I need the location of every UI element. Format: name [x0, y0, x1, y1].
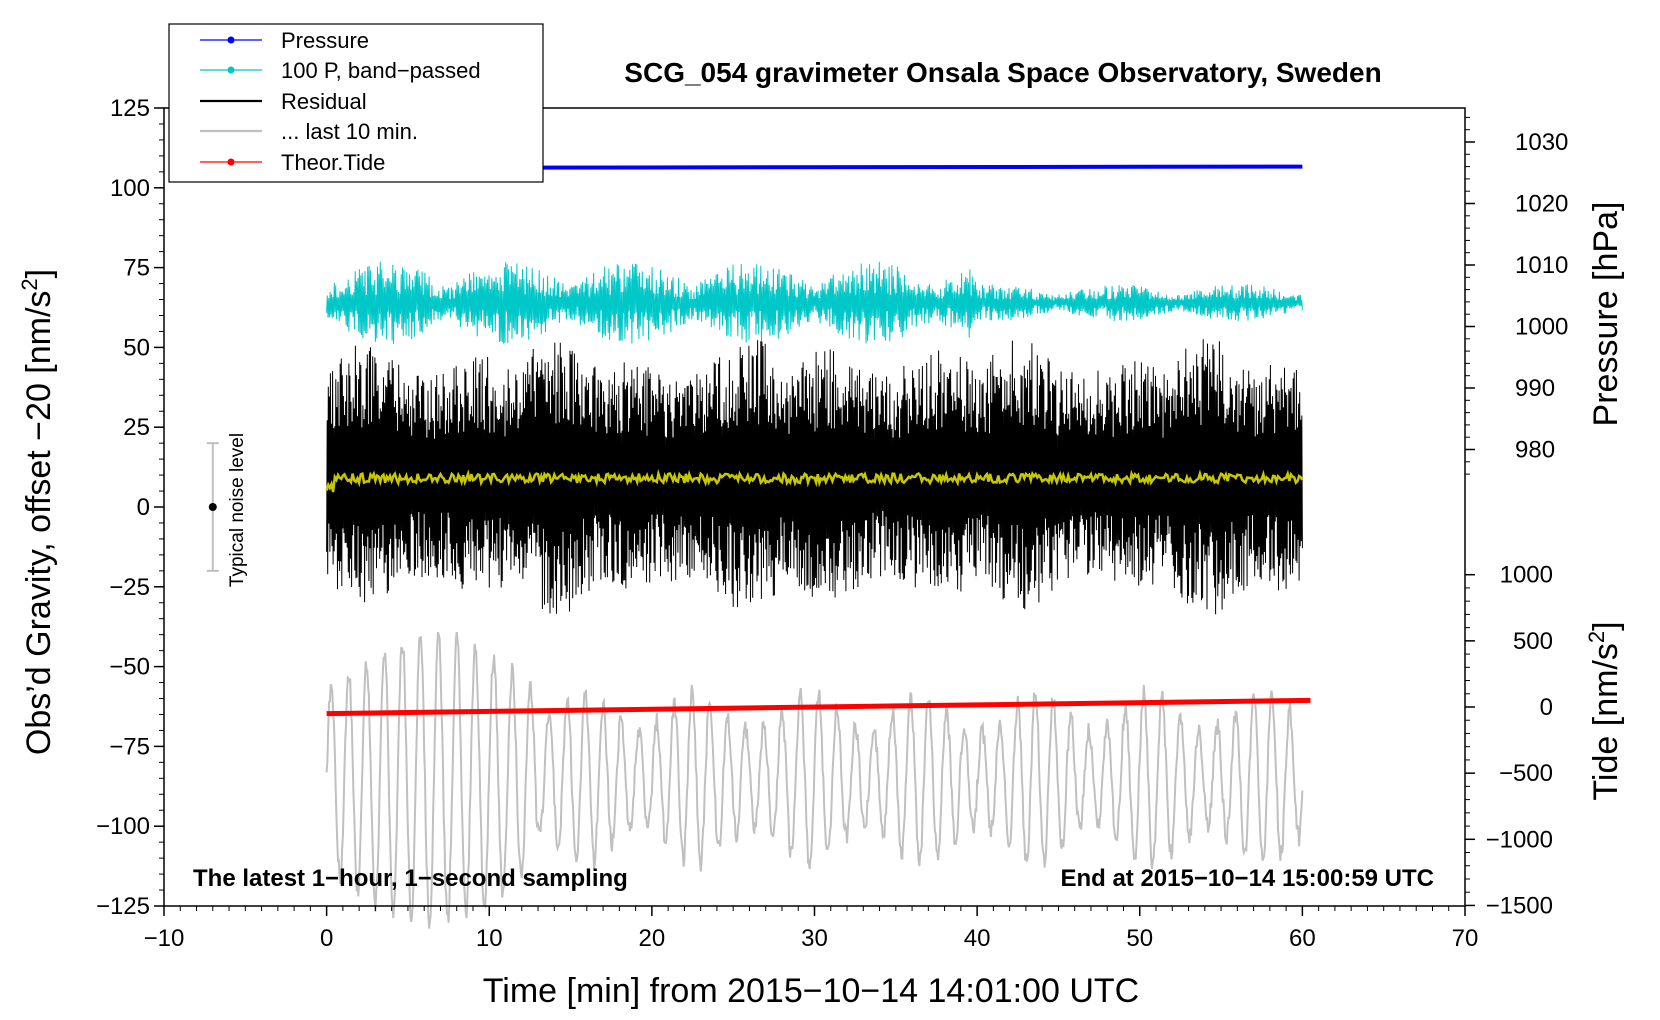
y-tide-tick-label: 0	[1540, 694, 1553, 721]
series-theor-tide	[326, 697, 1311, 717]
x-tick-label: 30	[801, 925, 828, 952]
y-axis-title-pressure: Pressure [hPa]	[1587, 202, 1625, 427]
annotation-sampling: The latest 1−hour, 1−second sampling	[193, 865, 628, 892]
y-tide-tick-label: 1000	[1500, 562, 1553, 589]
legend-label-bandpassed: 100 P, band−passed	[281, 58, 481, 83]
y-pressure-tick-label: 1030	[1515, 129, 1568, 156]
y-left-tick-label: 75	[123, 255, 150, 282]
legend-label-residual: Residual	[281, 89, 367, 114]
y-tide-tick-label: 500	[1513, 628, 1553, 655]
series-last-10-min	[325, 631, 1304, 929]
y-left-tick-label: −75	[109, 733, 150, 760]
y-left-tick-label: 50	[123, 334, 150, 361]
legend-label-tide: Theor.Tide	[281, 150, 385, 175]
y-pressure-tick-label: 980	[1515, 437, 1555, 464]
series-residual-smoothed	[325, 468, 1304, 493]
x-tick-label: −10	[144, 925, 185, 952]
x-tick-label: 50	[1126, 925, 1153, 952]
noise-indicator-label: Typical noise level	[227, 433, 248, 587]
x-tick-label: 70	[1452, 925, 1479, 952]
y-pressure-tick-label: 1010	[1515, 252, 1568, 279]
y-left-tick-label: −25	[109, 574, 150, 601]
y-axis-title-tide: Tide [nm/s2]	[1584, 621, 1625, 800]
x-tick-label: 0	[320, 925, 333, 952]
legend-box	[168, 23, 544, 183]
y-left-tick-label: −100	[96, 813, 150, 840]
y-pressure-tick-label: 990	[1515, 375, 1555, 402]
noise-indicator: Typical noise level	[206, 433, 248, 587]
annotation-end-time: End at 2015−10−14 15:00:59 UTC	[1060, 865, 1434, 892]
y-left-tick-label: −50	[109, 654, 150, 681]
x-tick-label: 10	[476, 925, 503, 952]
legend-marker-tide	[227, 158, 235, 166]
series-residual	[326, 339, 1303, 615]
y-axis-title-left: Obs’d Gravity, offset −20 [nm/s2]	[17, 269, 58, 755]
x-tick-label: 20	[639, 925, 666, 952]
legend: Pressure 100 P, band−passed Residual ...…	[168, 23, 544, 183]
y-left-tick-label: 100	[110, 175, 150, 202]
y-tide-tick-label: −1000	[1486, 826, 1553, 853]
y-left-tick-label: −125	[96, 893, 150, 920]
y-pressure-tick-label: 1020	[1515, 191, 1568, 218]
legend-marker-pressure	[227, 36, 235, 44]
series-layer	[325, 164, 1311, 929]
axes-ticks: −10 0 10 20 30 40 50 60 701251007550250−25−50−75…	[96, 95, 1568, 952]
y-left-tick-label: 125	[110, 95, 150, 122]
legend-marker-bandpassed	[227, 66, 235, 74]
x-tick-label: 40	[964, 925, 991, 952]
y-left-tick-label: 25	[123, 414, 150, 441]
y-tide-tick-label: −500	[1499, 760, 1553, 787]
x-axis-title: Time [min] from 2015−10−14 14:01:00 UTC	[483, 972, 1139, 1010]
legend-label-last10: ... last 10 min.	[281, 119, 418, 144]
legend-label-pressure: Pressure	[281, 28, 369, 53]
y-left-tick-label: 0	[137, 494, 150, 521]
y-tide-tick-label: −1500	[1486, 892, 1553, 919]
x-tick-label: 60	[1289, 925, 1316, 952]
chart-title: SCG_054 gravimeter Onsala Space Observat…	[624, 57, 1381, 88]
series-bandpassed	[326, 261, 1303, 344]
noise-indicator-dot	[208, 503, 217, 511]
y-pressure-tick-label: 1000	[1515, 314, 1568, 341]
